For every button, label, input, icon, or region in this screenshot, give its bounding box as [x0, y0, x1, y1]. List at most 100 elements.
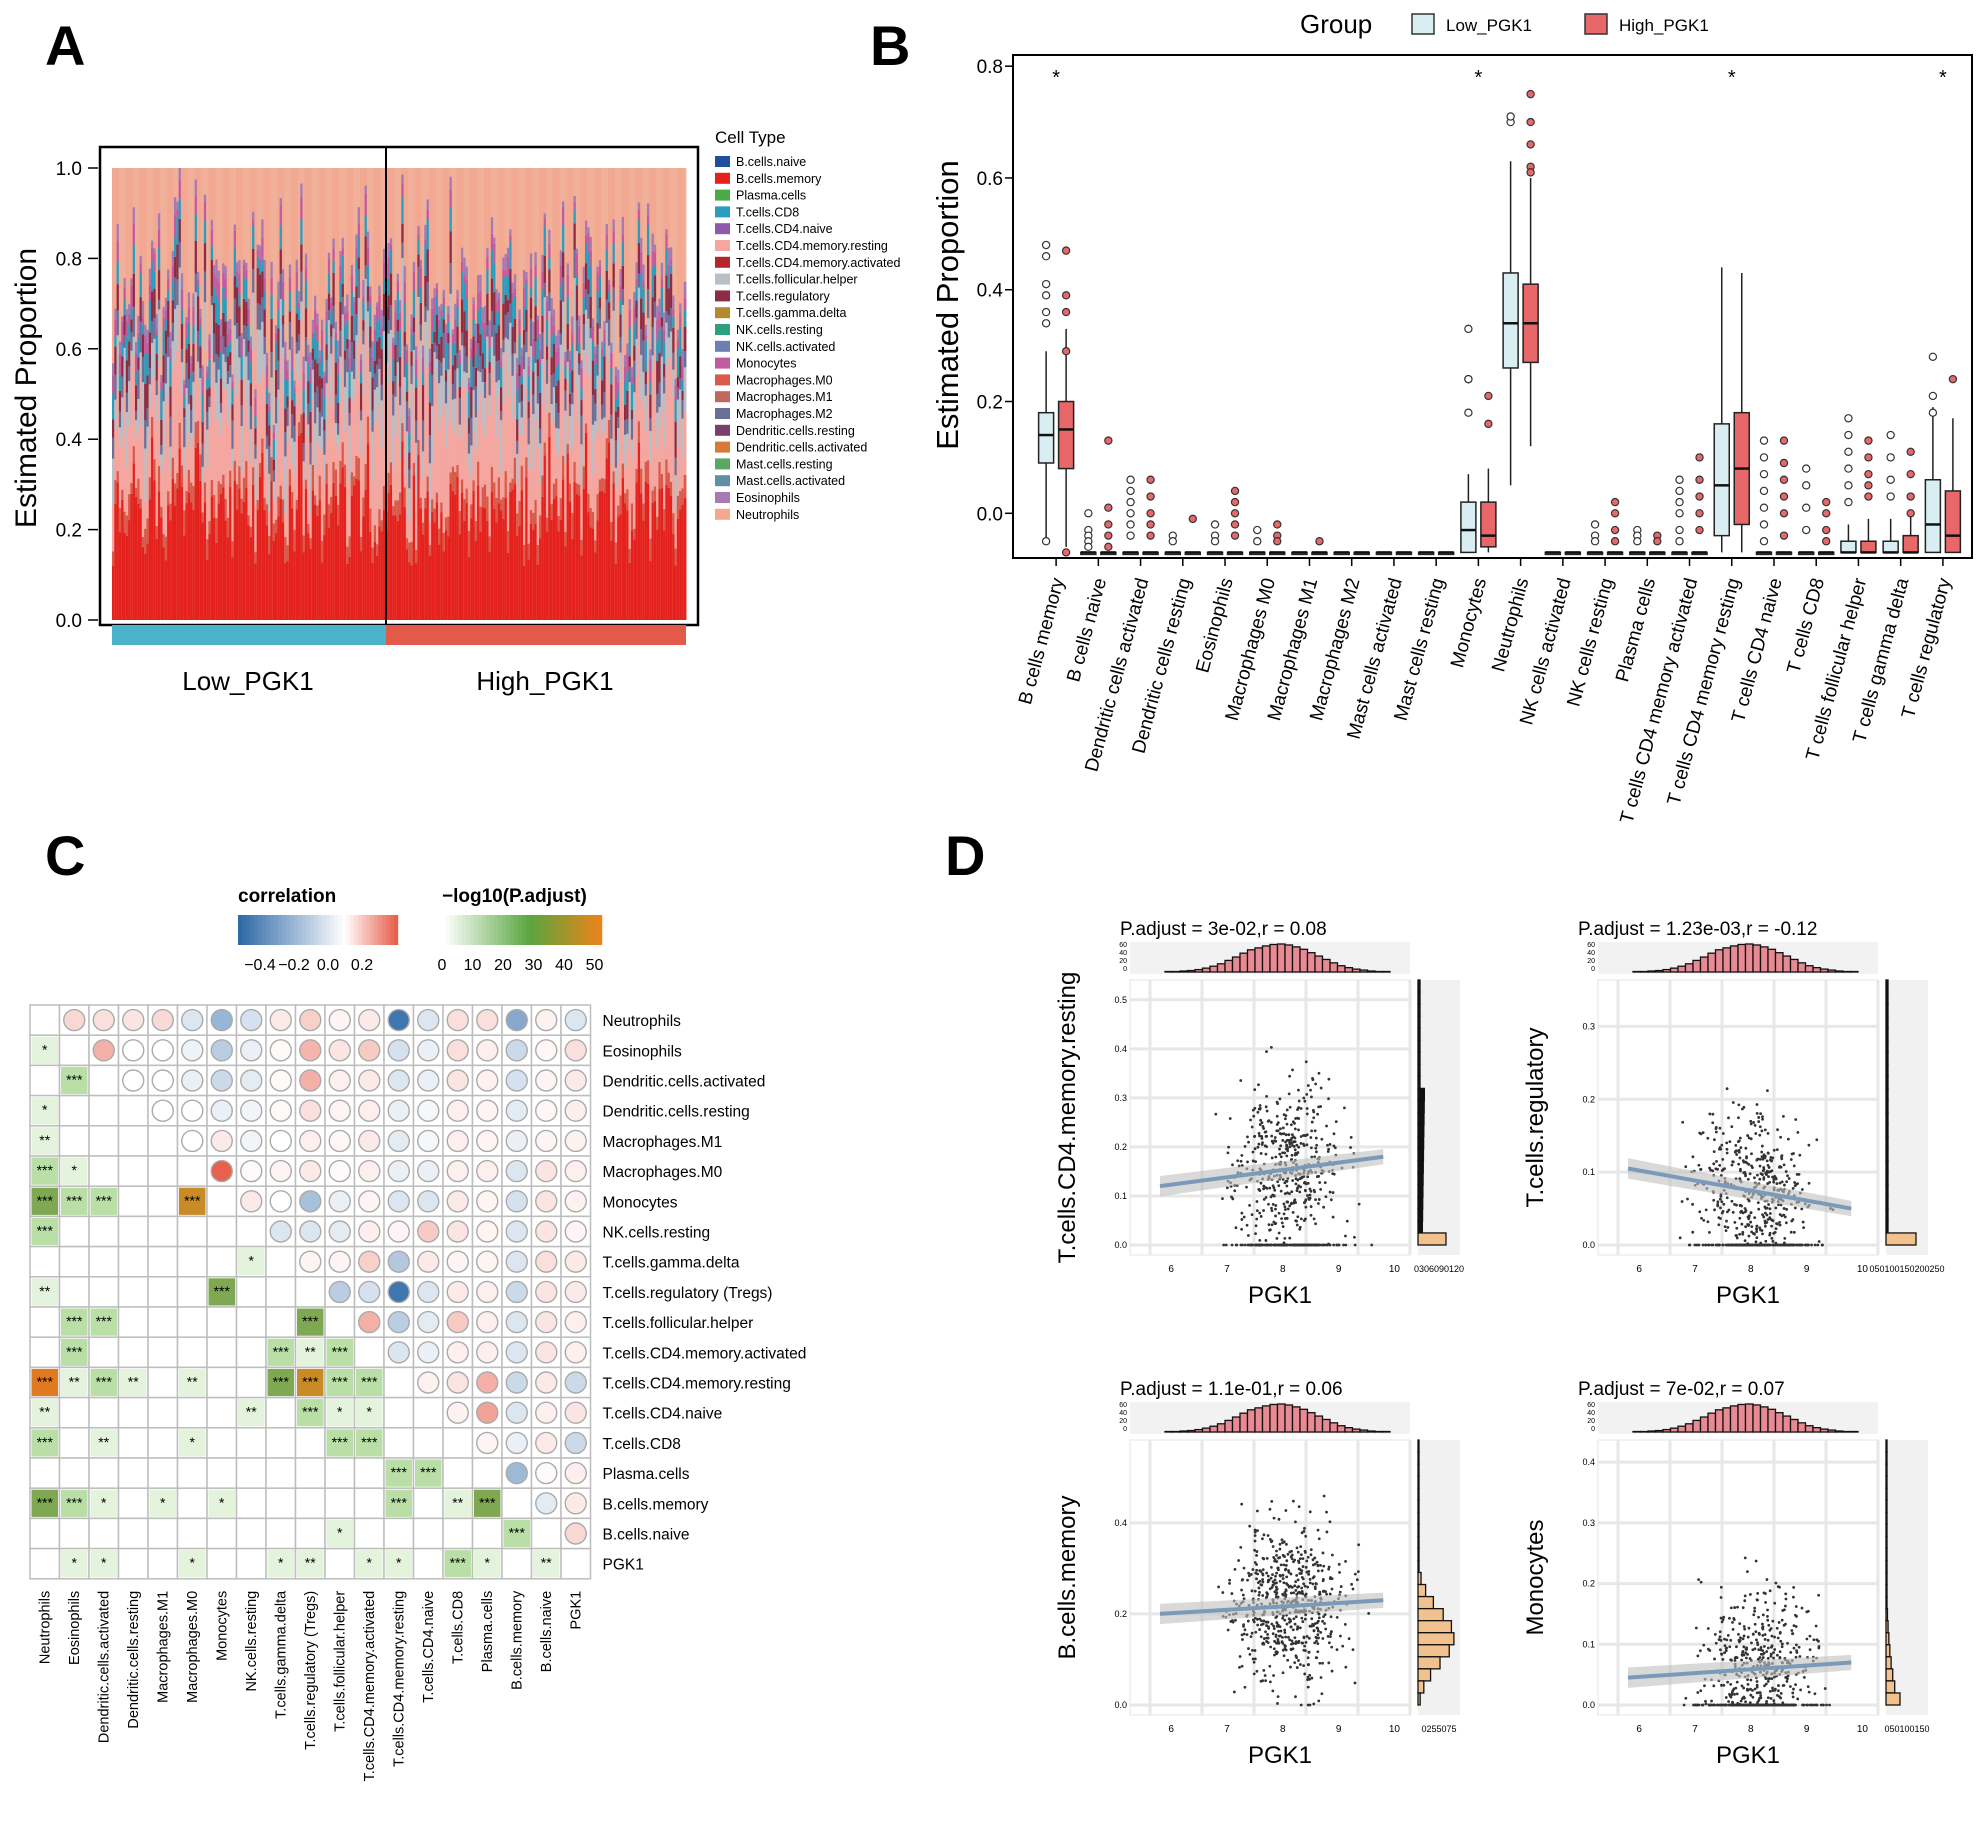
a-bar-segment	[217, 324, 221, 357]
c-significance-cell	[444, 1550, 471, 1578]
a-bar-segment	[169, 503, 173, 521]
a-bar-segment	[320, 388, 324, 417]
c-grid-cell	[88, 1457, 120, 1489]
a-bar-segment	[438, 528, 441, 545]
a-bar-segment	[626, 449, 629, 490]
d-scatter-point	[1293, 1140, 1297, 1144]
a-bar-segment	[396, 362, 400, 383]
c-correlation-circle	[505, 1461, 528, 1485]
a-bar-segment	[479, 355, 483, 373]
d-scatter-point	[1342, 1243, 1345, 1247]
d-scatter-point	[1795, 1243, 1799, 1247]
c-correlation-circle	[151, 1008, 174, 1032]
c-correlation-circle	[299, 1159, 322, 1183]
c-correlation-circle	[476, 1250, 499, 1273]
a-bar-segment	[532, 512, 535, 530]
c-grid-cell	[206, 1517, 238, 1550]
a-bar-segment	[674, 510, 678, 549]
a-bar-segment	[235, 287, 239, 324]
b-significance-mark: *	[1939, 67, 1947, 89]
b-outlier	[1230, 509, 1240, 518]
a-bar-segment	[261, 297, 264, 322]
d-scatter-point	[1693, 1243, 1697, 1247]
c-grid-cell	[147, 1366, 179, 1399]
c-correlation-circle	[535, 1190, 558, 1213]
a-bar-segment	[555, 403, 558, 428]
a-bar-segment	[213, 286, 216, 303]
d-scatter-point	[1739, 1169, 1742, 1173]
a-bar-segment	[408, 519, 411, 543]
d-scatter-point	[1251, 1150, 1255, 1154]
d-scatter-point	[1791, 1243, 1795, 1247]
a-bar-segment	[268, 446, 271, 474]
a-bar-segment	[486, 336, 489, 369]
a-bar-segment	[275, 325, 278, 334]
a-bar-segment	[235, 396, 239, 485]
c-significance-cell	[474, 1489, 501, 1517]
d-scatter-point	[1316, 1202, 1320, 1205]
a-bar-segment	[346, 546, 349, 564]
a-bar-segment	[350, 496, 354, 620]
a-bar-segment	[376, 419, 379, 545]
a-bar-segment	[431, 330, 434, 344]
d-scatter-point	[1269, 1195, 1273, 1199]
a-bar-segment	[387, 333, 391, 384]
a-bar-segment	[564, 410, 568, 463]
d-scatter-point	[1716, 1200, 1720, 1204]
a-bar-segment	[663, 342, 666, 364]
d-scatter-point	[1251, 1108, 1255, 1112]
d-scatter-point	[1327, 1147, 1331, 1151]
a-bar-segment	[348, 536, 352, 557]
a-bar-segment	[596, 494, 600, 521]
a-bar-segment	[309, 442, 313, 465]
a-bar-segment	[224, 347, 228, 363]
a-bar-segment	[343, 487, 347, 620]
c-correlation-circle	[358, 1190, 381, 1213]
a-bar-segment	[192, 293, 196, 307]
c-diagonal-cell	[445, 1429, 471, 1456]
c-significance-cell	[61, 1489, 88, 1517]
a-bar-segment	[376, 341, 379, 365]
a-bar-segment	[314, 295, 317, 311]
a-bar-segment	[399, 492, 402, 515]
a-bar-segment	[268, 535, 271, 555]
a-bar-segment	[240, 379, 244, 406]
a-bar-segment	[424, 245, 427, 277]
c-legend-p-gradient	[526, 915, 531, 945]
a-bar-segment	[467, 377, 471, 384]
a-bar-segment	[598, 308, 602, 329]
d-scatter-point	[1761, 1117, 1764, 1121]
a-bar-segment	[474, 354, 478, 368]
a-bar-segment	[555, 450, 558, 479]
a-bar-segment	[630, 457, 634, 504]
c-legend-corr-gradient	[270, 915, 275, 945]
a-bar-segment	[605, 322, 609, 344]
a-bar-segment	[341, 296, 345, 315]
a-bar-segment	[562, 277, 565, 302]
a-bar-segment	[203, 243, 207, 272]
c-correlation-circle	[417, 1250, 440, 1273]
d-scatter-point	[1778, 1220, 1781, 1224]
a-bar-segment	[428, 521, 432, 545]
c-correlation-circle	[417, 1039, 440, 1062]
a-bar-segment	[364, 236, 368, 266]
a-bar-segment	[316, 505, 320, 516]
a-bar-segment	[346, 294, 349, 312]
a-bar-segment	[199, 324, 202, 347]
c-grid-cell	[412, 1427, 444, 1459]
a-bar-segment	[235, 484, 239, 510]
a-bar-segment	[431, 343, 434, 375]
a-bar-segment	[483, 381, 487, 399]
b-outlier	[1041, 279, 1051, 289]
a-bar-segment	[628, 327, 632, 357]
a-bar-segment	[649, 394, 652, 419]
a-bar-segment	[541, 404, 545, 476]
d-scatter-point	[1279, 1144, 1283, 1148]
a-bar-segment	[539, 483, 542, 516]
a-bar-segment	[169, 331, 173, 348]
a-bar-segment	[598, 297, 602, 309]
c-legend-corr-gradient	[370, 915, 375, 945]
c-correlation-circle	[387, 1039, 410, 1062]
a-bar-segment	[242, 298, 246, 326]
c-grid-cell	[442, 1457, 474, 1489]
